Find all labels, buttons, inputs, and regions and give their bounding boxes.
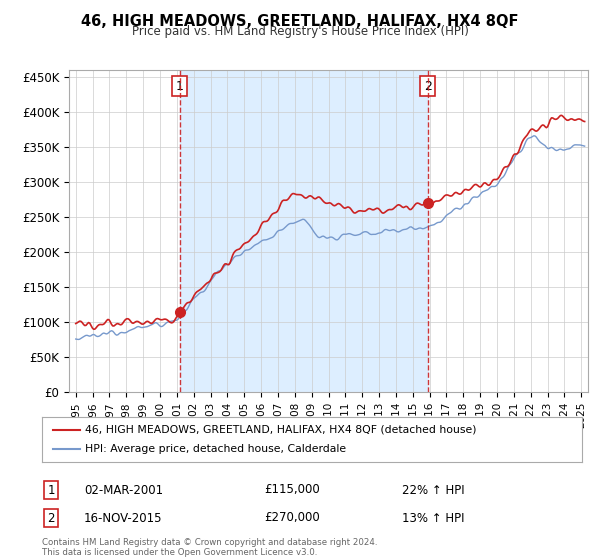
Text: 1: 1 bbox=[176, 80, 184, 92]
Text: £115,000: £115,000 bbox=[264, 483, 320, 497]
Bar bbox=[180, 70, 428, 392]
Text: 2: 2 bbox=[47, 511, 55, 525]
Text: 22% ↑ HPI: 22% ↑ HPI bbox=[402, 483, 464, 497]
Text: 1: 1 bbox=[47, 483, 55, 497]
Text: 13% ↑ HPI: 13% ↑ HPI bbox=[402, 511, 464, 525]
Text: 46, HIGH MEADOWS, GREETLAND, HALIFAX, HX4 8QF: 46, HIGH MEADOWS, GREETLAND, HALIFAX, HX… bbox=[81, 14, 519, 29]
Text: Contains HM Land Registry data © Crown copyright and database right 2024.
This d: Contains HM Land Registry data © Crown c… bbox=[42, 538, 377, 557]
Text: HPI: Average price, detached house, Calderdale: HPI: Average price, detached house, Cald… bbox=[85, 445, 346, 455]
Text: 02-MAR-2001: 02-MAR-2001 bbox=[84, 483, 163, 497]
Text: £270,000: £270,000 bbox=[264, 511, 320, 525]
Text: 2: 2 bbox=[424, 80, 431, 92]
Text: 46, HIGH MEADOWS, GREETLAND, HALIFAX, HX4 8QF (detached house): 46, HIGH MEADOWS, GREETLAND, HALIFAX, HX… bbox=[85, 424, 477, 435]
Text: 16-NOV-2015: 16-NOV-2015 bbox=[84, 511, 163, 525]
Text: Price paid vs. HM Land Registry's House Price Index (HPI): Price paid vs. HM Land Registry's House … bbox=[131, 25, 469, 38]
